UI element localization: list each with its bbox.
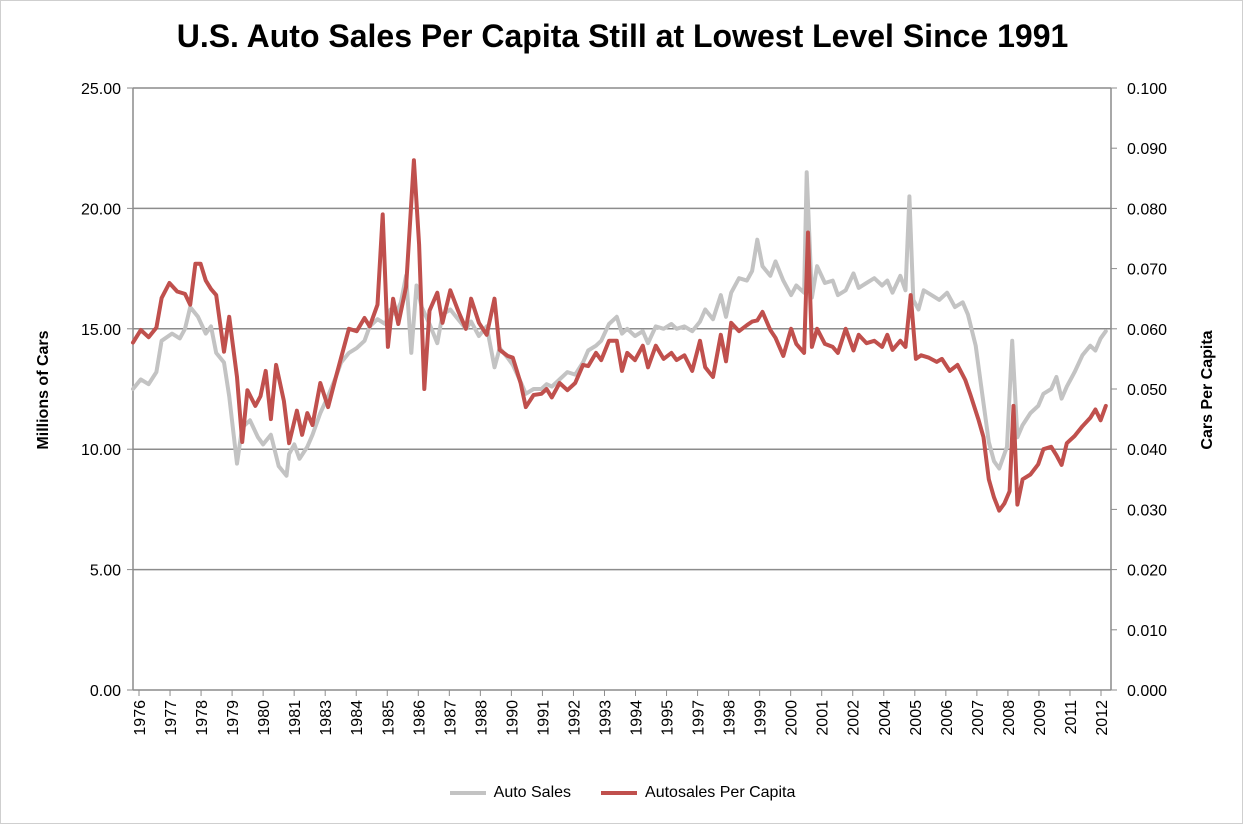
x-tick-label: 1983	[318, 700, 335, 736]
x-tick-label: 2007	[970, 700, 987, 736]
x-tick-label: 1993	[597, 700, 614, 736]
y-right-tick-label: 0.070	[1127, 262, 1167, 279]
y-right-tick-label: 0.060	[1127, 322, 1167, 339]
y-right-tick-label: 0.000	[1127, 683, 1167, 700]
x-tick-label: 1988	[473, 700, 490, 736]
x-tick-label: 2011	[1063, 700, 1080, 735]
legend: Auto Sales Autosales Per Capita	[0, 784, 1245, 802]
legend-label-autosales-per-capita: Autosales Per Capita	[645, 784, 796, 801]
x-tick-label: 1992	[566, 700, 583, 736]
x-tick-label: 1998	[722, 700, 739, 736]
x-tick-label: 1984	[349, 700, 366, 736]
x-tick-label: 1978	[194, 700, 211, 736]
x-tick-label: 2000	[784, 700, 801, 736]
x-tick-label: 2001	[815, 700, 832, 736]
legend-swatch-auto-sales	[449, 791, 486, 795]
x-tick-label: 1979	[225, 700, 242, 736]
x-tick-label: 2008	[1001, 700, 1018, 736]
legend-item-autosales-per-capita: Autosales Per Capita	[601, 784, 795, 802]
x-tick-label: 1999	[753, 700, 770, 736]
x-tick-label: 1990	[504, 700, 521, 736]
legend-swatch-autosales-per-capita	[601, 791, 638, 795]
y-right-tick-label: 0.090	[1127, 141, 1167, 158]
series-line-auto-sales	[131, 170, 1108, 478]
series-line-autosales-per-capita	[131, 158, 1108, 513]
x-tick-label: 2002	[846, 700, 863, 736]
y-left-tick-label: 5.00	[90, 563, 121, 580]
legend-label-auto-sales: Auto Sales	[493, 784, 572, 801]
y-left-tick-label: 0.00	[90, 683, 121, 700]
tick-labels: 0.00 5.00 10.00 15.00 20.00 25.00 0.000 0.010 0.…	[81, 81, 1167, 736]
x-tick-label: 1985	[380, 700, 397, 736]
y-left-tick-label: 10.00	[81, 442, 121, 459]
x-tick-label: 1997	[691, 700, 708, 736]
y-right-tick-label: 0.030	[1127, 502, 1167, 519]
y-right-tick-label: 0.100	[1127, 81, 1167, 98]
x-tick-label: 1977	[163, 700, 180, 736]
chart-title: U.S. Auto Sales Per Capita Still at Lowe…	[176, 18, 1069, 54]
x-tick-label: 1995	[660, 700, 677, 736]
x-tick-label: 1986	[411, 700, 428, 736]
x-tick-label: 2006	[939, 700, 956, 736]
y-left-tick-label: 20.00	[81, 201, 121, 218]
x-tick-label: 1987	[442, 700, 459, 736]
x-tick-label: 1980	[256, 700, 273, 736]
x-tick-label: 1994	[629, 700, 646, 736]
y-right-tick-label: 0.010	[1127, 623, 1167, 640]
y-left-tick-label: 15.00	[81, 322, 121, 339]
x-tick-label: 1976	[132, 700, 149, 736]
x-tick-label: 1991	[535, 700, 552, 736]
x-tick-label: 2004	[877, 700, 894, 736]
x-tick-label: 1981	[287, 700, 304, 736]
x-tick-label: 2012	[1094, 700, 1111, 736]
y-right-tick-label: 0.050	[1127, 382, 1167, 399]
y-right-tick-label: 0.020	[1127, 563, 1167, 580]
series	[131, 158, 1108, 513]
x-tick-label: 2009	[1032, 700, 1049, 736]
x-tick-label: 2005	[908, 700, 925, 736]
y-right-tick-label: 0.040	[1127, 442, 1167, 459]
y-right-tick-label: 0.080	[1127, 201, 1167, 218]
y-left-tick-label: 25.00	[81, 81, 121, 98]
legend-item-auto-sales: Auto Sales	[449, 784, 572, 802]
